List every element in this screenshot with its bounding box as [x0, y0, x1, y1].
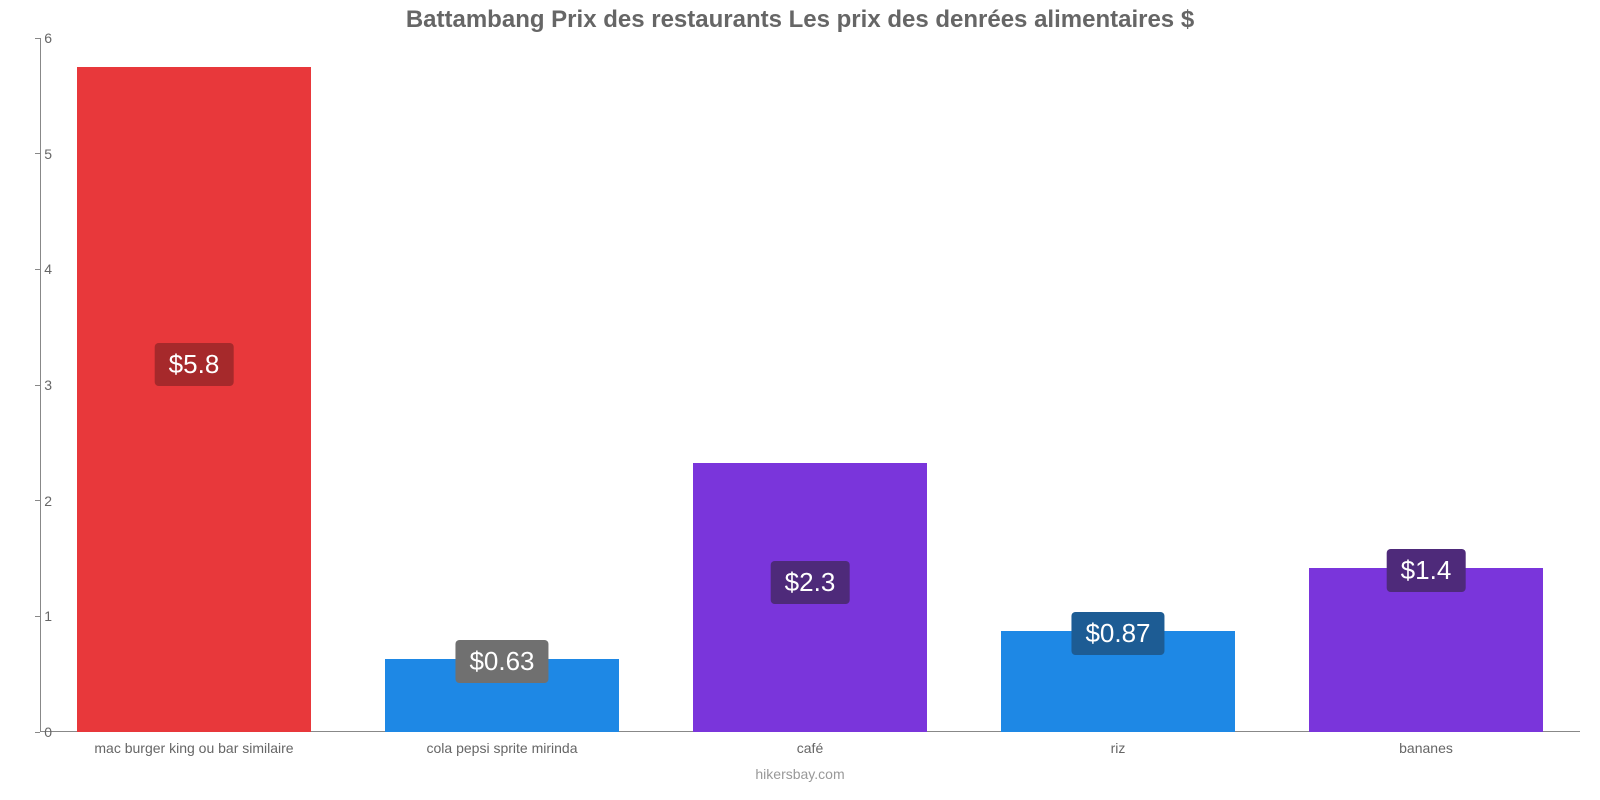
- y-tick-label: 1: [22, 608, 52, 624]
- bar-fill: [77, 67, 311, 732]
- value-label: $0.63: [455, 640, 548, 683]
- y-tick-label: 4: [22, 261, 52, 277]
- chart-footer: hikersbay.com: [755, 766, 844, 782]
- value-label: $2.3: [771, 561, 850, 604]
- bars-container: $5.8mac burger king ou bar similaire$0.6…: [40, 38, 1580, 732]
- value-label: $1.4: [1387, 549, 1466, 592]
- x-tick-label: riz: [1111, 740, 1126, 756]
- x-tick-label: café: [797, 740, 823, 756]
- x-tick-label: mac burger king ou bar similaire: [94, 740, 293, 756]
- plot-area: $5.8mac burger king ou bar similaire$0.6…: [40, 38, 1580, 732]
- y-tick-label: 6: [22, 30, 52, 46]
- x-tick-label: cola pepsi sprite mirinda: [427, 740, 578, 756]
- bar: $2.3: [693, 463, 927, 733]
- value-label: $0.87: [1071, 612, 1164, 655]
- bar-fill: [1309, 568, 1543, 732]
- bar: $0.63: [385, 659, 619, 732]
- chart-title: Battambang Prix des restaurants Les prix…: [0, 0, 1600, 34]
- y-tick-label: 5: [22, 146, 52, 162]
- bar: $1.4: [1309, 568, 1543, 732]
- y-tick-label: 0: [22, 724, 52, 740]
- bar: $5.8: [77, 67, 311, 732]
- x-tick-label: bananes: [1399, 740, 1453, 756]
- value-label: $5.8: [155, 343, 234, 386]
- y-tick-label: 2: [22, 493, 52, 509]
- y-tick-label: 3: [22, 377, 52, 393]
- bar: $0.87: [1001, 631, 1235, 732]
- bar-chart: Battambang Prix des restaurants Les prix…: [0, 0, 1600, 800]
